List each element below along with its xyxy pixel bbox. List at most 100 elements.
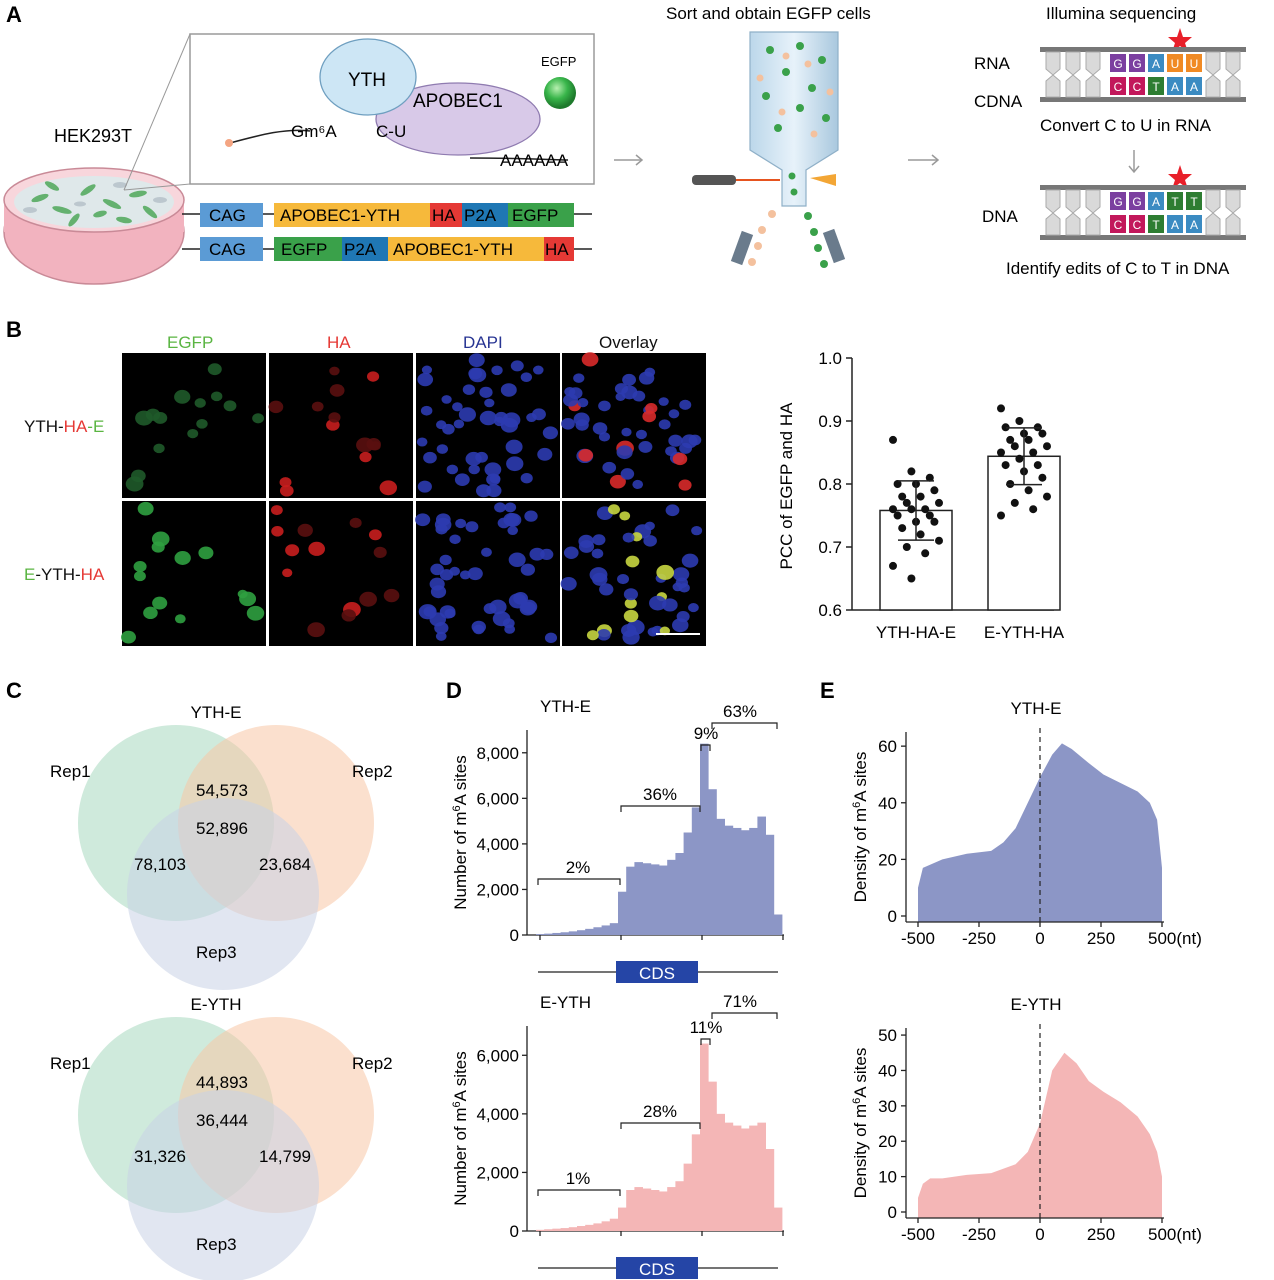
cell-nucleus xyxy=(429,612,446,627)
c2-apobec-yth: APOBEC1-YTH xyxy=(393,240,513,259)
cell-nucleus xyxy=(502,618,515,629)
hist-bar xyxy=(536,1229,545,1231)
dna-base-top xyxy=(1167,192,1183,210)
hist-bar xyxy=(618,891,627,935)
venn-abc-count: 52,896 xyxy=(196,819,248,838)
dna-bottom-rail xyxy=(1040,235,1246,240)
hist-bar xyxy=(552,932,561,935)
rna-base-top xyxy=(1148,54,1164,72)
cell-nucleus xyxy=(252,413,265,424)
pcc-point xyxy=(1029,448,1038,457)
cell-nucleus xyxy=(678,479,692,491)
hist-bracket xyxy=(537,878,621,885)
rna-base-top-letter: A xyxy=(1152,57,1160,71)
hist-pct-label: 28% xyxy=(643,1102,677,1121)
cell-nucleus xyxy=(152,596,168,610)
density-xtick-label: -250 xyxy=(962,929,996,948)
cell-nucleus xyxy=(435,631,447,641)
dna-duplex: G G A T TC C T A A xyxy=(1040,185,1246,240)
cell-nucleus xyxy=(366,438,381,451)
cell-nucleus xyxy=(366,371,380,382)
hist-bar xyxy=(585,1224,594,1231)
cell-nucleus xyxy=(644,521,655,531)
cell-nucleus xyxy=(563,546,579,559)
pcc-point xyxy=(893,511,902,520)
hist-bar xyxy=(691,807,701,935)
hist-bar xyxy=(601,925,611,935)
star-icon xyxy=(1168,28,1192,52)
hist-bar xyxy=(675,853,684,935)
cell-nucleus xyxy=(329,366,340,376)
cell-nucleus xyxy=(504,502,517,513)
cell-nucleus xyxy=(506,456,524,472)
row-label-e-yth-ha: E-YTH-HA xyxy=(24,565,105,584)
identify-text: Identify edits of C to T in DNA xyxy=(1006,259,1230,278)
cell-nucleus xyxy=(441,395,452,404)
hist-bar xyxy=(650,1190,660,1231)
cell-nucleus xyxy=(592,534,606,546)
rna-gray-base xyxy=(1045,51,1061,76)
cell-nucleus xyxy=(454,473,470,487)
hist-bar xyxy=(642,1188,652,1231)
cell-nucleus xyxy=(519,601,536,616)
cell-nucleus xyxy=(462,384,476,395)
cell-nucleus xyxy=(609,474,626,489)
cell-nucleus xyxy=(379,480,398,496)
cell-nucleus xyxy=(285,544,300,557)
egfp-ball-icon xyxy=(544,77,576,109)
pcc-point xyxy=(1024,486,1033,495)
c2-egfp: EGFP xyxy=(281,240,327,259)
cell-nucleus xyxy=(573,373,585,383)
pcc-point xyxy=(902,543,911,551)
hist-ytick-label: 2,000 xyxy=(476,1163,519,1182)
hist-title: YTH-E xyxy=(540,697,591,716)
hist-title: E-YTH xyxy=(540,993,591,1012)
sort-title: Sort and obtain EGFP cells xyxy=(666,4,871,23)
cell-nucleus xyxy=(508,552,526,567)
rna-base-top-letter: U xyxy=(1190,57,1199,71)
pcc-point xyxy=(916,492,925,501)
hist-bar xyxy=(765,1149,775,1231)
cell-nucleus xyxy=(439,554,452,566)
pcc-ytick-label: 0.7 xyxy=(818,538,842,557)
cell-nucleus xyxy=(597,629,611,641)
venn-circle-rep3 xyxy=(127,798,319,990)
cell-nucleus xyxy=(622,532,635,543)
pcc-point xyxy=(907,505,916,514)
pcc-point xyxy=(889,505,897,514)
cell-nucleus xyxy=(560,576,577,591)
polya-label: AAAAAA xyxy=(500,151,569,170)
cell-nucleus xyxy=(359,591,377,607)
pcc-point xyxy=(907,467,916,476)
hist-bar xyxy=(724,1122,734,1231)
rna-gray-base xyxy=(1205,74,1221,98)
pcc-bar xyxy=(879,509,953,611)
rna-gray-base xyxy=(1045,74,1061,98)
hist-bar xyxy=(773,914,783,935)
cell-nucleus xyxy=(598,432,611,442)
density-ytick-label: 20 xyxy=(878,850,897,869)
hist-bar xyxy=(683,832,693,935)
pcc-point xyxy=(1024,435,1033,444)
venn-rep3-label: Rep3 xyxy=(196,943,237,962)
cell-nucleus xyxy=(187,428,199,439)
c1-apobec-yth: APOBEC1-YTH xyxy=(280,206,400,225)
hist-bar xyxy=(618,1207,627,1231)
hist-bar xyxy=(601,1221,611,1231)
hist-bracket xyxy=(711,1012,778,1019)
cell-nucleus xyxy=(668,409,680,419)
cell-nucleus xyxy=(434,517,452,532)
density-xtick-label: 250 xyxy=(1087,929,1115,948)
cell-nucleus xyxy=(417,372,434,387)
cell-nucleus xyxy=(417,480,432,493)
hist-bar xyxy=(691,1134,701,1231)
pcc-point xyxy=(925,473,934,482)
density-e-yth: E-YTH 0 10 20 30 40 50 -500 -250 0 250 500(nt) Densi… xyxy=(851,995,1202,1244)
rna-base-top-letter: U xyxy=(1171,57,1180,71)
cell-nucleus xyxy=(468,464,480,475)
convert-text: Convert C to U in RNA xyxy=(1040,116,1212,135)
dna-base-top xyxy=(1148,192,1164,210)
rna-base-top xyxy=(1186,54,1202,72)
venn-rep2-label: Rep2 xyxy=(352,1054,393,1073)
hist-bar xyxy=(626,1190,635,1231)
